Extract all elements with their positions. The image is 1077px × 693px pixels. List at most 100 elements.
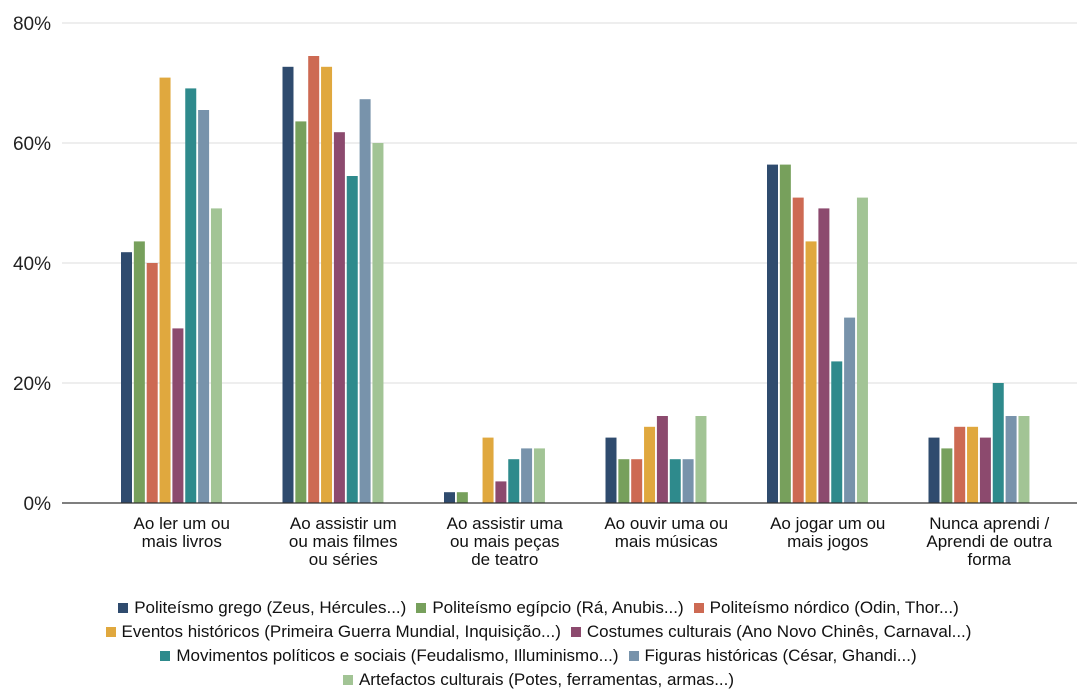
bar (482, 437, 494, 503)
bar (444, 492, 455, 503)
bar (805, 241, 817, 503)
x-tick-label-line: Nunca aprendi / (929, 514, 1049, 533)
bar (844, 317, 856, 503)
legend-swatch (628, 651, 639, 661)
legend-label: Costumes culturais (Ano Novo Chinês, Car… (586, 622, 972, 641)
bar (210, 208, 222, 503)
x-tick-label-line: Ao jogar um ou (770, 514, 885, 533)
bar (967, 426, 979, 503)
legend-swatch (160, 651, 171, 661)
x-tick-label-line: de teatro (471, 550, 538, 569)
bar (495, 481, 507, 503)
x-tick-label-line: mais músicas (615, 532, 718, 551)
bar (372, 143, 384, 503)
legend-label: Eventos históricos (Primeira Guerra Mund… (121, 622, 561, 641)
legend-row: Politeísmo grego (Zeus, Hércules...) Poli… (0, 596, 1077, 620)
bar (695, 416, 707, 503)
legend-label: Politeísmo nórdico (Odin, Thor...) (709, 598, 959, 617)
bar (346, 176, 358, 503)
bar (121, 252, 132, 503)
y-tick-label: 20% (13, 374, 51, 395)
x-tick-label-line: mais jogos (787, 532, 868, 551)
bar (282, 66, 294, 504)
bar (159, 77, 171, 503)
bar (133, 241, 145, 503)
bar (1018, 416, 1030, 503)
bar (172, 328, 184, 503)
x-tick-label: Ao ouvir uma ou mais músicas (604, 514, 728, 551)
bar (682, 459, 694, 503)
x-tick-label-line: Ao assistir uma (447, 514, 564, 533)
x-tick-label-line: forma (968, 550, 1012, 569)
y-tick-label: 80% (13, 14, 51, 35)
bar (295, 121, 307, 504)
bar (605, 437, 617, 503)
bar (831, 361, 843, 503)
legend-label: Movimentos políticos e sociais (Feudalis… (176, 646, 619, 665)
bar (792, 197, 804, 503)
legend-item: Politeísmo grego (Zeus, Hércules...) (118, 598, 406, 618)
bar (618, 459, 630, 503)
legend-item: Politeísmo egípcio (Rá, Anubis...) (416, 598, 684, 618)
bar (992, 383, 1004, 503)
bar (941, 448, 953, 503)
x-tick-label: Ao ler um ou mais livros (134, 514, 230, 551)
bar (954, 426, 966, 503)
legend-item: Artefactos culturais (Potes, ferramentas… (342, 670, 735, 690)
legend-item: Politeísmo nórdico (Odin, Thor...) (693, 598, 959, 618)
legend-swatch (105, 627, 116, 637)
legend-label: Figuras históricas (César, Ghandi...) (644, 646, 917, 665)
y-axis: 0% 20% 40% 60% 80% (13, 14, 51, 515)
bar (333, 132, 345, 503)
legend-swatch (570, 627, 581, 637)
legend-item: Movimentos políticos e sociais (Feudalis… (160, 646, 619, 666)
bar (321, 66, 333, 504)
bar (508, 459, 520, 503)
x-tick-label-line: Ao ler um ou (134, 514, 230, 533)
x-tick-label-line: Aprendi de outra (926, 532, 1052, 551)
x-tick-label-line: ou mais peças (450, 532, 560, 551)
bar (1005, 416, 1017, 503)
legend: Politeísmo grego (Zeus, Hércules...) Poli… (0, 596, 1077, 692)
bar (928, 437, 940, 503)
bar-chart: 0%20%40%60%80% Ao ler um ou mais livrosAo… (13, 14, 1077, 569)
legend-label: Politeísmo egípcio (Rá, Anubis...) (432, 598, 684, 617)
legend-row: Movimentos políticos e sociais (Feudalis… (0, 644, 1077, 668)
bar (456, 492, 468, 503)
y-tick-label: 40% (13, 254, 51, 275)
x-tick-label-line: Ao assistir um (290, 514, 397, 533)
x-tick-label: Ao jogar um ou mais jogos (770, 514, 885, 551)
legend-row: Eventos históricos (Primeira Guerra Mund… (0, 620, 1077, 644)
bars (121, 56, 1030, 504)
bar (818, 208, 830, 503)
x-tick-label-line: Ao ouvir uma ou (604, 514, 728, 533)
legend-item: Figuras históricas (César, Ghandi...) (628, 646, 917, 666)
legend-label: Politeísmo grego (Zeus, Hércules...) (134, 598, 407, 617)
bar (521, 448, 533, 503)
y-tick-label: 60% (13, 134, 51, 155)
legend-row: Artefactos culturais (Potes, ferramentas… (0, 668, 1077, 692)
bar (856, 197, 868, 503)
bar (779, 164, 791, 503)
legend-item: Eventos históricos (Primeira Guerra Mund… (105, 622, 561, 642)
gridlines (62, 22, 1077, 384)
bar (644, 426, 656, 503)
bar (308, 56, 320, 503)
bar (767, 164, 778, 503)
legend-label: Artefactos culturais (Potes, ferramentas… (358, 670, 735, 689)
bar (533, 448, 545, 503)
bar (979, 437, 991, 503)
bar (631, 459, 643, 503)
x-tick-label: Ao assistir uma ou mais peças de teatro (447, 514, 564, 569)
x-tick-label-line: ou séries (309, 550, 378, 569)
bar (185, 88, 197, 504)
x-tick-label: Ao assistir um ou mais filmes ou séries (289, 514, 398, 569)
bar (359, 99, 371, 503)
legend-item: Costumes culturais (Ano Novo Chinês, Car… (570, 622, 972, 642)
legend-swatch (118, 603, 129, 613)
bar (198, 110, 210, 503)
legend-swatch (342, 675, 353, 685)
x-tick-label: Nunca aprendi / Aprendi de outra forma (926, 514, 1052, 569)
legend-swatch (693, 603, 704, 613)
